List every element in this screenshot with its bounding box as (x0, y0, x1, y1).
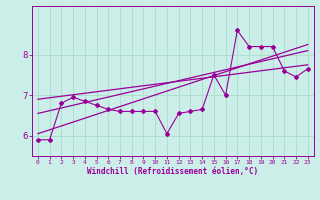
X-axis label: Windchill (Refroidissement éolien,°C): Windchill (Refroidissement éolien,°C) (87, 167, 258, 176)
